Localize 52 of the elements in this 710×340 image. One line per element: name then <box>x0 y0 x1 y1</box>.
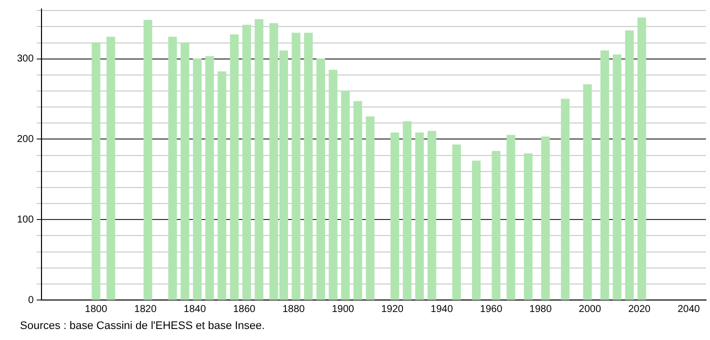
y-tick-label: 0 <box>28 294 34 306</box>
bar <box>366 116 374 300</box>
bar <box>492 150 500 300</box>
source-note: Sources : base Cassini de l'EHESS et base Insee. <box>20 320 265 332</box>
bar <box>92 42 100 300</box>
bar <box>230 34 239 300</box>
x-tick-label: 2040 <box>678 304 700 315</box>
bar <box>144 20 152 300</box>
bar <box>428 130 436 300</box>
bar <box>304 32 313 300</box>
x-tick-label: 1920 <box>381 304 404 315</box>
x-tick-label: 1880 <box>282 304 306 315</box>
bar <box>402 121 412 300</box>
bar <box>341 90 350 300</box>
bar <box>472 160 481 300</box>
bar <box>180 42 190 300</box>
bar <box>192 58 202 300</box>
x-tick-label: 1840 <box>184 304 206 315</box>
bar <box>390 132 400 300</box>
y-tick-label: 300 <box>16 54 34 65</box>
bar <box>541 136 550 300</box>
bar <box>524 153 533 300</box>
x-tick-label: 2020 <box>628 304 651 315</box>
x-tick-label: 1860 <box>233 304 256 315</box>
bar <box>452 144 461 300</box>
bar <box>353 101 362 300</box>
bar <box>328 70 338 300</box>
x-tick-label: 1900 <box>332 304 355 315</box>
bar <box>316 58 326 300</box>
bar <box>612 54 622 300</box>
y-tick-label: 200 <box>16 134 34 145</box>
x-tick-label: 1980 <box>529 304 552 315</box>
bar <box>168 36 177 300</box>
bar <box>218 71 226 300</box>
x-tick-label: 1960 <box>480 304 503 315</box>
bar <box>600 50 610 300</box>
bar <box>292 32 300 300</box>
bar <box>583 84 592 300</box>
bar <box>637 18 646 300</box>
x-tick-label: 1820 <box>134 304 157 315</box>
bar <box>415 132 424 300</box>
bar <box>560 98 570 300</box>
y-tick-label: 100 <box>16 214 34 226</box>
bar <box>205 56 214 300</box>
x-tick-label: 1800 <box>84 304 108 315</box>
bar <box>506 134 516 300</box>
x-tick-label: 1940 <box>430 304 454 315</box>
bar <box>106 36 116 300</box>
bar <box>254 19 264 300</box>
bar <box>242 24 251 300</box>
x-tick-label: 2000 <box>578 304 602 315</box>
bar <box>625 30 634 300</box>
